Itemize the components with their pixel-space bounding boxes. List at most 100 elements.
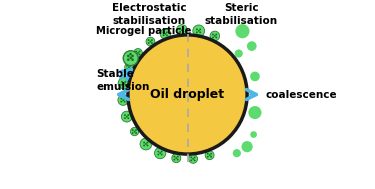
Circle shape [209, 154, 210, 156]
Circle shape [148, 39, 150, 41]
Circle shape [158, 151, 159, 153]
Circle shape [140, 138, 152, 150]
Circle shape [247, 41, 256, 51]
Circle shape [124, 81, 126, 83]
Circle shape [159, 152, 161, 154]
Circle shape [210, 156, 212, 158]
Circle shape [121, 84, 123, 86]
Text: Steric
stabilisation: Steric stabilisation [205, 3, 278, 26]
Circle shape [126, 116, 128, 118]
Circle shape [235, 50, 243, 58]
Circle shape [123, 82, 125, 84]
Circle shape [196, 28, 198, 30]
Circle shape [248, 106, 261, 119]
Circle shape [143, 145, 145, 146]
Circle shape [126, 68, 128, 70]
Circle shape [207, 153, 209, 155]
Circle shape [215, 33, 217, 35]
Circle shape [125, 63, 133, 71]
Circle shape [161, 154, 163, 156]
Circle shape [210, 31, 220, 41]
Circle shape [212, 36, 214, 38]
Circle shape [128, 35, 247, 154]
Circle shape [176, 157, 177, 159]
Circle shape [129, 65, 131, 67]
Circle shape [124, 114, 126, 116]
Circle shape [176, 25, 188, 36]
Circle shape [128, 114, 129, 116]
Text: Stable
emulsion: Stable emulsion [96, 69, 150, 92]
Circle shape [134, 49, 142, 57]
Circle shape [212, 33, 214, 35]
Circle shape [135, 129, 137, 131]
Circle shape [131, 58, 134, 61]
Circle shape [190, 156, 192, 158]
Circle shape [127, 58, 130, 61]
Circle shape [179, 28, 181, 29]
Circle shape [145, 143, 147, 145]
Circle shape [194, 160, 195, 161]
Circle shape [126, 65, 128, 67]
Circle shape [199, 31, 201, 33]
Text: Oil droplet: Oil droplet [150, 88, 225, 101]
Circle shape [135, 53, 137, 55]
Circle shape [124, 101, 126, 103]
Circle shape [122, 99, 124, 101]
Circle shape [129, 57, 132, 59]
Circle shape [165, 33, 166, 35]
Circle shape [166, 34, 168, 36]
Circle shape [160, 29, 171, 39]
Circle shape [127, 55, 130, 57]
Circle shape [124, 98, 126, 100]
Circle shape [121, 81, 123, 83]
Circle shape [199, 28, 201, 30]
Circle shape [193, 25, 205, 37]
Circle shape [146, 37, 155, 46]
Circle shape [120, 98, 122, 100]
Circle shape [129, 68, 131, 70]
Circle shape [177, 159, 179, 161]
Circle shape [158, 154, 159, 156]
Circle shape [205, 151, 214, 160]
Circle shape [194, 156, 195, 158]
Circle shape [118, 95, 128, 105]
Circle shape [128, 117, 129, 119]
Circle shape [130, 127, 139, 136]
Circle shape [124, 117, 126, 119]
Circle shape [135, 132, 137, 134]
Circle shape [215, 36, 217, 38]
Circle shape [147, 145, 148, 146]
Circle shape [174, 159, 176, 161]
Circle shape [122, 111, 132, 122]
Circle shape [134, 131, 135, 132]
Circle shape [132, 132, 134, 134]
Circle shape [174, 156, 176, 158]
Circle shape [151, 39, 153, 41]
Circle shape [207, 156, 209, 158]
Circle shape [192, 158, 194, 160]
Circle shape [132, 129, 134, 131]
Circle shape [138, 50, 140, 52]
Circle shape [123, 51, 138, 66]
Circle shape [196, 31, 198, 33]
Circle shape [233, 149, 241, 157]
Circle shape [131, 55, 134, 57]
Circle shape [172, 154, 181, 163]
Text: Electrostatic
stabilisation: Electrostatic stabilisation [112, 3, 187, 26]
Circle shape [124, 84, 126, 86]
Circle shape [137, 52, 139, 54]
Text: Microgel particle: Microgel particle [96, 26, 192, 36]
Circle shape [120, 101, 122, 103]
Circle shape [163, 31, 165, 33]
Circle shape [135, 50, 137, 52]
Circle shape [143, 142, 145, 143]
Circle shape [182, 31, 184, 33]
Circle shape [177, 156, 179, 158]
Circle shape [161, 151, 163, 153]
Circle shape [250, 72, 260, 81]
Circle shape [190, 160, 192, 161]
Circle shape [151, 42, 153, 44]
Circle shape [138, 53, 140, 55]
Circle shape [210, 153, 212, 155]
Circle shape [242, 141, 253, 152]
